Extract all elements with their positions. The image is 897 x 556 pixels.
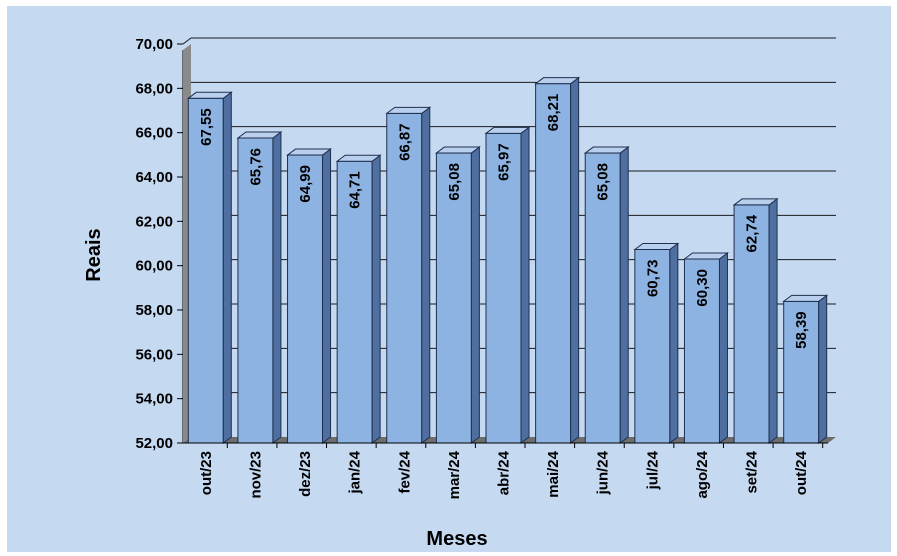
data-label: 62,74 (744, 214, 761, 252)
bar-side (222, 91, 232, 444)
bar: 62,74 (732, 197, 779, 444)
bar: 68,21 (534, 76, 581, 444)
y-tick-label: 66,00 (135, 125, 173, 142)
bar-side (669, 242, 679, 444)
data-label: 68,21 (545, 94, 562, 132)
data-label: 67,55 (198, 108, 215, 146)
bar-top (534, 77, 581, 85)
bar-front (535, 83, 572, 444)
bar: 64,71 (335, 154, 382, 444)
bar-side (272, 130, 282, 444)
y-tick-label: 60,00 (135, 258, 173, 275)
bar-top (434, 146, 481, 154)
x-tick-label: jun/24 (595, 450, 612, 495)
data-label: 66,87 (396, 123, 413, 161)
bar-front (733, 204, 770, 444)
bar-side (818, 294, 828, 444)
y-axis-tick-labels: 52,00 54,00 56,00 58,00 60,00 62,00 64,00 66,00… (135, 36, 173, 452)
x-tick-label: fev/24 (396, 450, 413, 493)
x-tick-label: jul/24 (644, 450, 661, 490)
bar-side (322, 148, 332, 444)
bar: 65,08 (434, 146, 481, 444)
bar: 64,99 (286, 148, 333, 444)
bar-front (584, 152, 621, 444)
bar: 65,08 (583, 146, 630, 444)
bar: 65,76 (236, 130, 283, 444)
gridline-diagonal (182, 37, 192, 45)
bar-side (718, 252, 728, 444)
bar-top (732, 198, 779, 206)
bar-side (570, 76, 580, 444)
bar-front (287, 154, 324, 444)
bar-side (470, 146, 480, 444)
bar-top (484, 126, 531, 134)
bar-side (371, 154, 381, 444)
bar-front (187, 97, 224, 444)
data-label: 65,76 (247, 148, 264, 186)
y-tick-label: 52,00 (135, 435, 173, 452)
data-label: 58,39 (793, 311, 810, 349)
y-tick-label: 56,00 (135, 346, 173, 363)
bar: 58,39 (782, 294, 829, 444)
bar-front (386, 112, 423, 444)
x-tick-label: nov/23 (247, 451, 264, 499)
x-tick-label: jan/24 (347, 450, 364, 494)
x-tick-label: set/24 (744, 450, 761, 493)
x-tick-label: out/23 (198, 451, 215, 495)
y-tick-label: 68,00 (135, 80, 173, 97)
bar-front (783, 300, 820, 444)
bar: 65,97 (484, 126, 531, 444)
y-tick-label: 62,00 (135, 213, 173, 230)
bar: 66,87 (385, 106, 432, 444)
data-label: 65,97 (496, 143, 513, 181)
bar-top (385, 106, 432, 114)
bar-side (619, 146, 629, 444)
x-tick-label: ago/24 (694, 450, 711, 498)
x-tick-label: abr/24 (496, 450, 513, 495)
bar-side (768, 197, 778, 444)
bar: 67,55 (186, 91, 233, 444)
bar-front (683, 258, 720, 444)
bar-side (520, 126, 530, 444)
bar-top (286, 148, 333, 156)
bar: 60,30 (682, 252, 729, 444)
x-tick-label: mar/24 (446, 450, 463, 499)
y-tick-label: 70,00 (135, 36, 173, 53)
data-label: 65,08 (446, 163, 463, 201)
x-axis-title: Meses (426, 528, 487, 550)
bar-top (236, 131, 283, 139)
y-tick-label: 58,00 (135, 302, 173, 319)
bar-top (633, 242, 680, 250)
y-tick-label: 54,00 (135, 391, 173, 408)
y-tick-label: 64,00 (135, 169, 173, 186)
x-tick-label: out/24 (793, 450, 810, 495)
bar-top (782, 294, 829, 302)
bars: 67,55 65,76 64,99 64,71 66,87 65,08 65,97 68,21… (186, 76, 829, 444)
x-tick-label: mai/24 (545, 450, 562, 497)
bar-top (335, 154, 382, 162)
data-label: 65,08 (595, 163, 612, 201)
x-tick-label: dez/23 (297, 451, 314, 497)
bar-side (421, 106, 431, 444)
bar-top (186, 91, 233, 99)
x-axis-tick-labels: out/23 nov/23 dez/23 jan/24 fev/24 mar/24 abr/… (183, 442, 828, 499)
y-axis-title: Reais (83, 228, 105, 281)
data-label: 60,30 (694, 269, 711, 307)
bar-top (583, 146, 630, 154)
bar: 60,73 (633, 242, 680, 444)
data-label: 64,71 (347, 171, 364, 209)
bar-front (435, 152, 472, 444)
data-label: 60,73 (644, 259, 661, 297)
data-label: 64,99 (297, 165, 314, 203)
bar-top (682, 252, 729, 260)
